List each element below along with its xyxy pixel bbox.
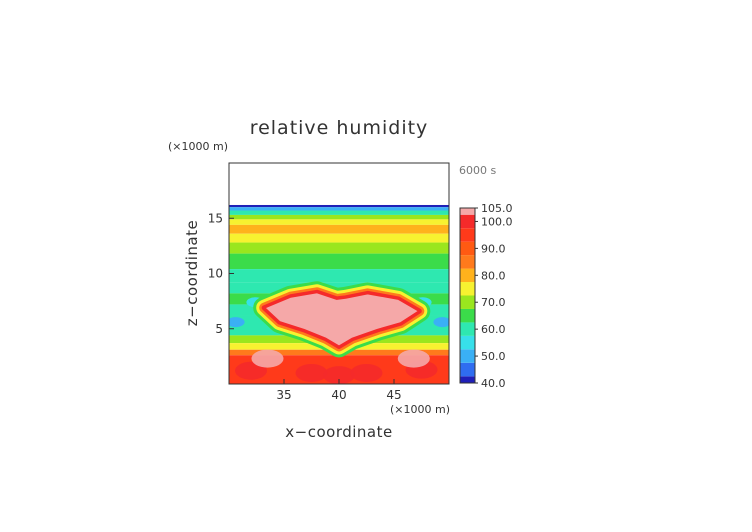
colorbar-swatch-13: [460, 208, 475, 215]
colorbar-swatch-11: [460, 228, 475, 242]
colorbar-swatch-5: [460, 308, 475, 323]
saturated-cloud: [263, 291, 421, 348]
colorbar-tick-label-3: 80.0: [481, 269, 506, 282]
y-axis-ticks: 5 10 15: [208, 211, 234, 336]
colorbar-swatch-6: [460, 295, 475, 309]
colorbar-swatch-9: [460, 255, 475, 269]
field-band-2: [229, 207, 449, 211]
colorbar-swatch-0: [460, 376, 475, 383]
field-band-1: [229, 204, 449, 208]
dry-spot-1: [433, 317, 449, 328]
y-tick-label-0: 5: [215, 322, 223, 336]
x-axis-label: x−coordinate: [285, 423, 392, 441]
colorbar-swatch-1: [460, 362, 475, 377]
field-band-10: [229, 269, 449, 283]
y-unit-label: (×1000 m): [168, 140, 228, 153]
chart-title: relative humidity: [250, 117, 429, 139]
colorbar-tick-label-2: 90.0: [481, 242, 506, 255]
field-band-9: [229, 253, 449, 270]
plot-area: [228, 162, 450, 385]
colorbar-frame: [459, 207, 476, 384]
colorbar-swatch-10: [460, 241, 475, 256]
colorbar-swatch-4: [460, 322, 475, 336]
x-tick-label-0: 35: [276, 388, 291, 402]
surface-blob-5: [251, 349, 284, 368]
x-tick-label-1: 40: [331, 388, 346, 402]
humidity-field: [229, 163, 449, 384]
x-tick-label-2: 45: [386, 388, 401, 402]
surface-blob-0: [235, 361, 267, 380]
x-unit-label: (×1000 m): [390, 403, 450, 416]
colorbar-swatch-12: [460, 214, 475, 229]
field-band-0: [229, 163, 449, 205]
colorbar-swatch-7: [460, 282, 475, 296]
surface-blob-6: [397, 349, 430, 368]
colorbar-swatch-3: [460, 335, 475, 350]
y-tick-label-1: 10: [208, 267, 223, 281]
y-axis-label: z−coordinate: [183, 220, 201, 326]
field-band-3: [229, 210, 449, 215]
field-band-6: [229, 224, 449, 234]
field-band-7: [229, 233, 449, 243]
field-band-5: [229, 219, 449, 225]
colorbar-swatch-8: [460, 268, 475, 283]
x-axis-ticks: 35 40 45: [276, 379, 402, 402]
colorbar-swatch-2: [460, 349, 475, 363]
colorbar-tick-label-4: 70.0: [481, 296, 506, 309]
colorbar-tick-label-7: 40.0: [481, 377, 506, 390]
time-label: 6000 s: [459, 164, 496, 177]
surface-blob-1: [295, 363, 328, 382]
dry-spot-0: [229, 317, 245, 328]
y-tick-label-2: 15: [208, 211, 223, 225]
colorbar-tick-label-0: 105.0: [481, 202, 513, 215]
surface-blob-3: [350, 363, 383, 382]
field-band-4: [229, 214, 449, 220]
surface-blob-2: [323, 366, 355, 384]
colorbar-tick-label-6: 50.0: [481, 350, 506, 363]
colorbar-tick-label-5: 60.0: [481, 323, 506, 336]
colorbar-tick-label-1: 100.0: [481, 215, 513, 228]
field-band-8: [229, 242, 449, 254]
